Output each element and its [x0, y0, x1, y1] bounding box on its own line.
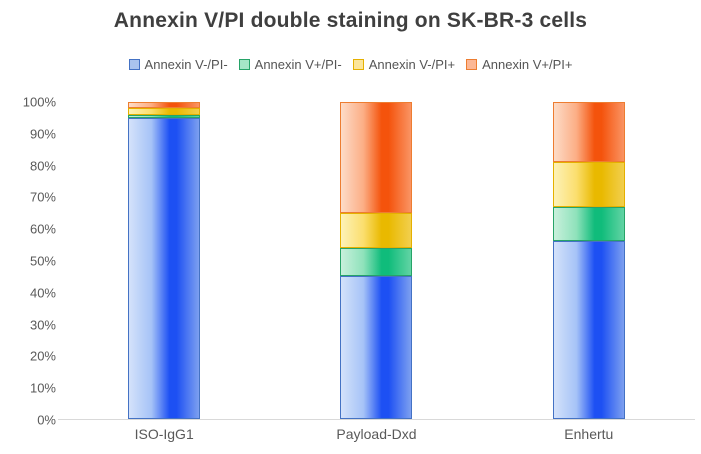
x-label: Enhertu [564, 426, 614, 442]
y-tick-label: 100% [22, 94, 56, 110]
legend-item-2: Annexin V-/PI+ [352, 57, 456, 72]
bar-group-Enhertu [483, 102, 695, 419]
y-tick-label: 20% [29, 348, 56, 364]
bar-segment [128, 117, 201, 419]
legend-swatch-icon [352, 59, 364, 70]
y-tick-label: 80% [29, 158, 56, 174]
y-tick-label: 10% [29, 380, 56, 396]
bar-segment [128, 108, 201, 115]
bar-segment [128, 102, 201, 109]
y-axis: 0% 10% 20% 30% 40% 50% 60% 70% 80% 90% 100% [0, 95, 56, 428]
y-tick-label: 70% [29, 189, 56, 205]
bar-segment [552, 206, 625, 242]
plot-area [58, 102, 695, 420]
bar-segment [340, 102, 413, 213]
legend-swatch-icon [238, 59, 250, 70]
legend-item-3: Annexin V+/PI+ [466, 57, 572, 72]
bar-stack [340, 102, 413, 419]
legend-item-1: Annexin V+/PI- [238, 57, 342, 72]
bar-segment [552, 162, 625, 207]
bar-segment [552, 241, 625, 419]
legend-label: Annexin V+/PI+ [482, 57, 573, 72]
bar-segment [552, 102, 625, 163]
y-tick-label: 50% [29, 253, 56, 269]
legend-item-0: Annexin V-/PI- [128, 57, 228, 72]
bar-stack [128, 102, 201, 419]
bar-segment [340, 276, 413, 419]
legend-swatch-icon [466, 59, 478, 70]
x-axis-labels: ISO-IgG1 Payload-Dxd Enhertu [58, 426, 695, 442]
bar-group-ISO-IgG1 [58, 102, 270, 419]
y-tick-label: 30% [29, 317, 56, 333]
legend-swatch-icon [128, 59, 140, 70]
x-label: Payload-Dxd [336, 426, 417, 442]
bar-segment [340, 247, 413, 277]
bar-group-Payload-Dxd [270, 102, 482, 419]
y-tick-label: 40% [29, 285, 56, 301]
legend: Annexin V-/PI- Annexin V+/PI- Annexin V-/P… [0, 57, 701, 72]
bar-segment [128, 114, 201, 118]
x-label: ISO-IgG1 [134, 426, 194, 442]
legend-label: Annexin V+/PI- [254, 57, 342, 72]
y-tick-label: 90% [29, 126, 56, 142]
y-tick-label: 0% [37, 412, 56, 428]
bar-stack [552, 102, 625, 419]
y-tick-label: 60% [29, 221, 56, 237]
bar-segment [340, 212, 413, 248]
legend-label: Annexin V-/PI- [144, 57, 228, 72]
chart-title: Annexin V/PI double staining on SK-BR-3 … [113, 9, 588, 32]
legend-label: Annexin V-/PI+ [368, 57, 456, 72]
